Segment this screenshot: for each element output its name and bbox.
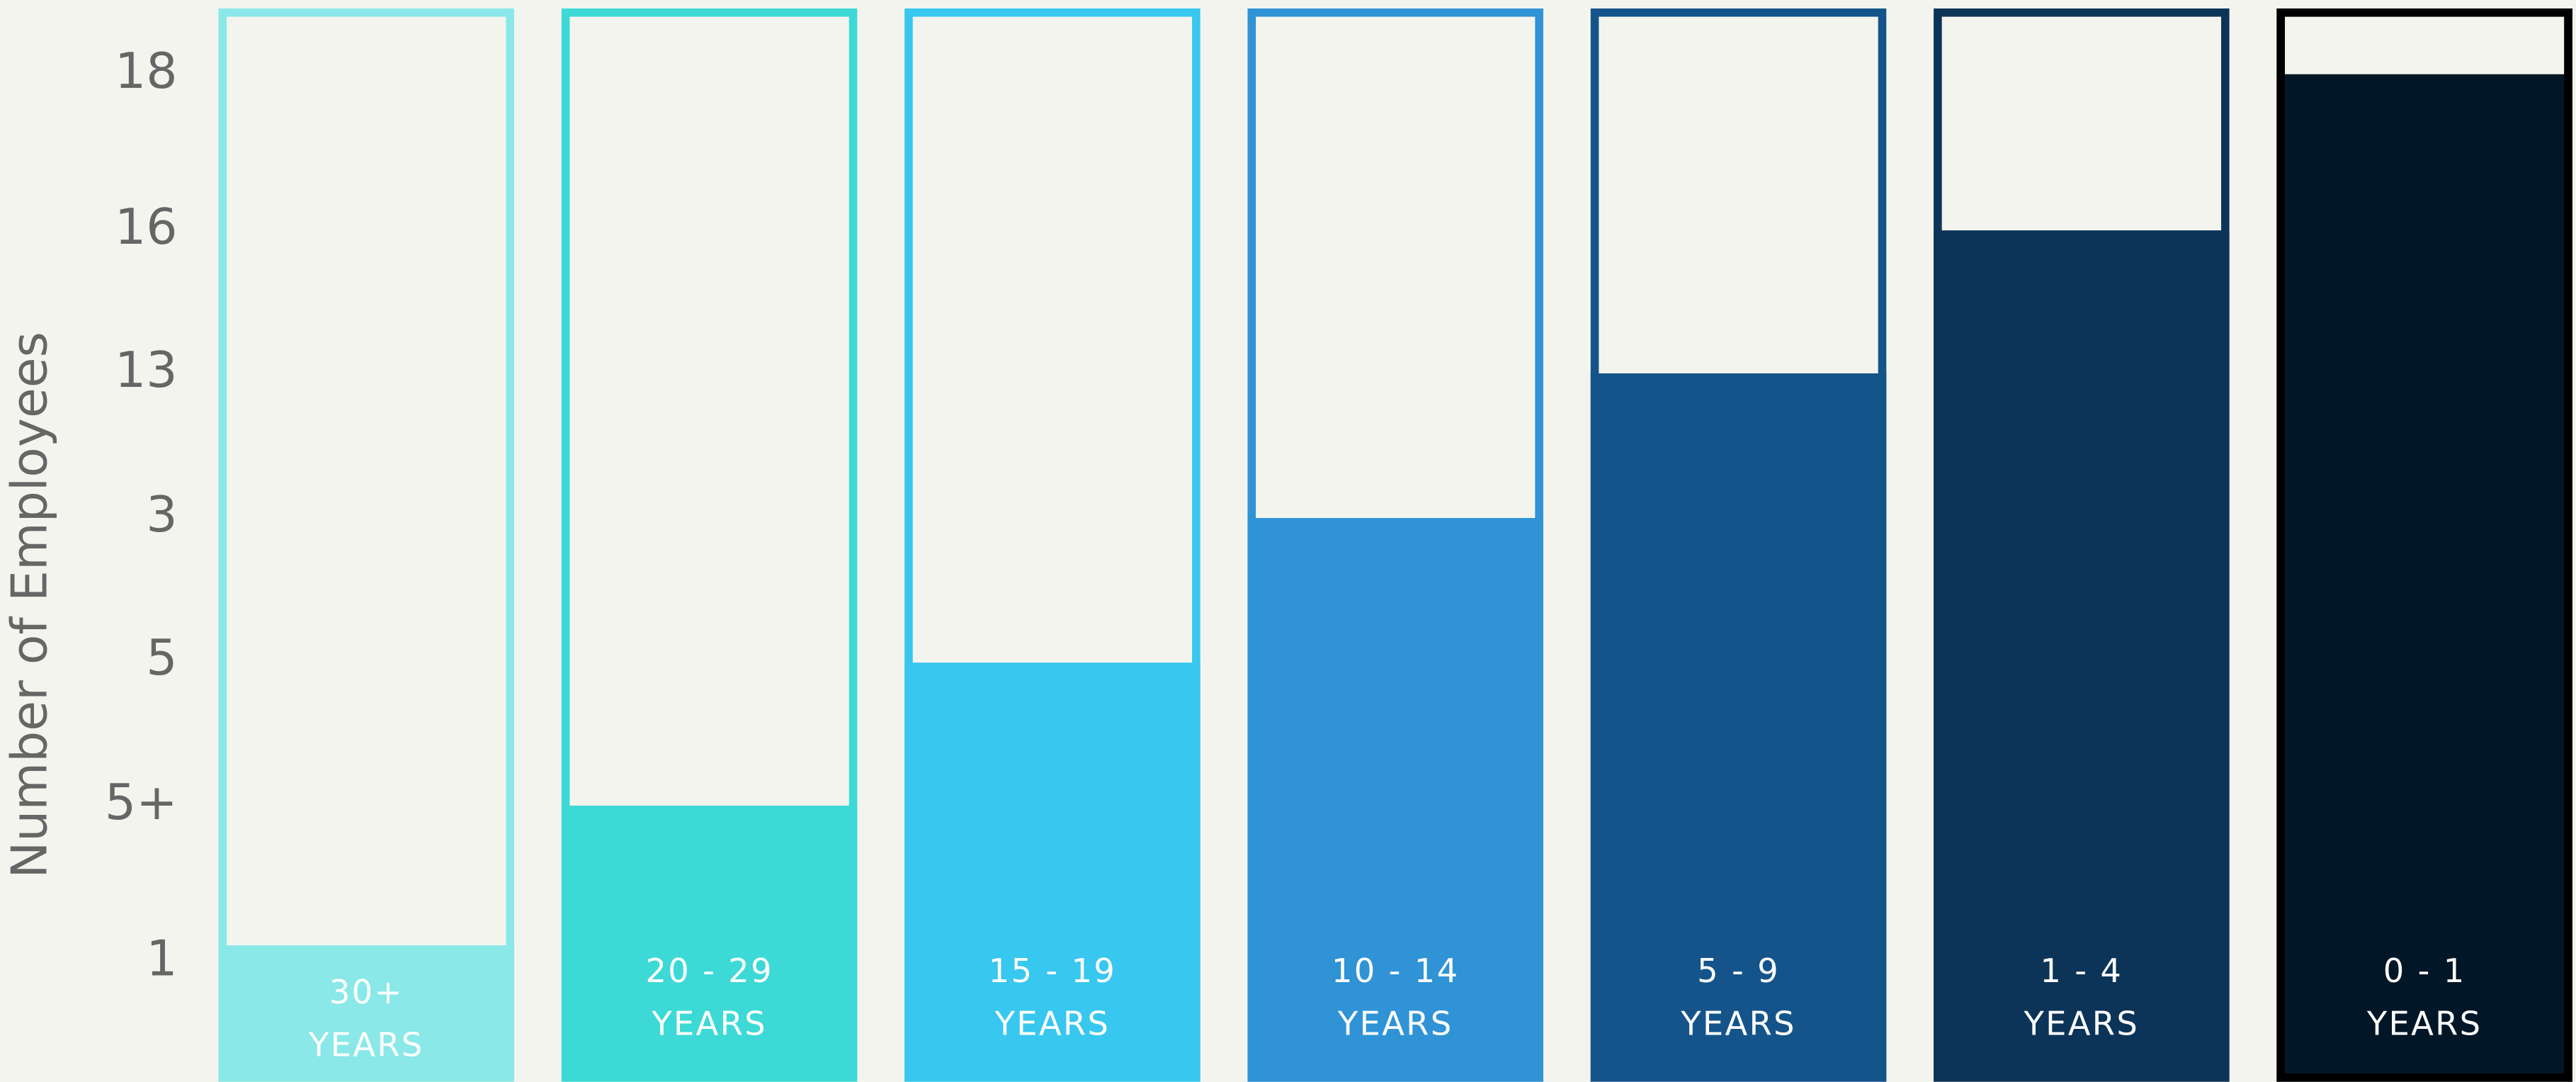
level-label: 1 <box>146 930 177 987</box>
bar-unit: YEARS <box>994 1004 1111 1042</box>
bar-unit: YEARS <box>2366 1004 2483 1042</box>
bar-unit: YEARS <box>651 1004 767 1042</box>
bar-frame <box>218 8 515 1082</box>
bar-range: 20 - 29 <box>645 952 773 990</box>
bar-unit: YEARS <box>1680 1004 1796 1042</box>
bar-fill <box>1590 373 1887 1082</box>
bar-unit: YEARS <box>308 1025 424 1064</box>
level-label: 5+ <box>105 774 178 831</box>
bar-fill <box>218 945 515 1082</box>
level-label: 3 <box>146 486 177 543</box>
bar-range: 30+ <box>329 973 404 1011</box>
bar-fill <box>2276 74 2572 1082</box>
bar-range: 5 - 9 <box>1697 952 1780 990</box>
bar-range: 10 - 14 <box>1332 952 1459 990</box>
bar-unit: YEARS <box>1337 1004 1453 1042</box>
bar-fill <box>1934 230 2230 1082</box>
bar-range: 15 - 19 <box>989 952 1116 990</box>
level-label: 5 <box>146 629 177 687</box>
bar-range: 1 - 4 <box>2040 952 2123 990</box>
level-label: 18 <box>115 43 178 100</box>
bar-fill <box>904 663 1201 1082</box>
level-label: 16 <box>115 198 178 256</box>
bar-unit: YEARS <box>2024 1004 2140 1042</box>
bar-range: 0 - 1 <box>2383 952 2466 990</box>
bar-fill <box>561 805 858 1082</box>
axis-label: Number of Employees <box>1 332 58 879</box>
level-label: 13 <box>115 342 178 399</box>
bar-fill <box>1247 518 1543 1082</box>
bar-frame-edge <box>2276 8 2572 1082</box>
